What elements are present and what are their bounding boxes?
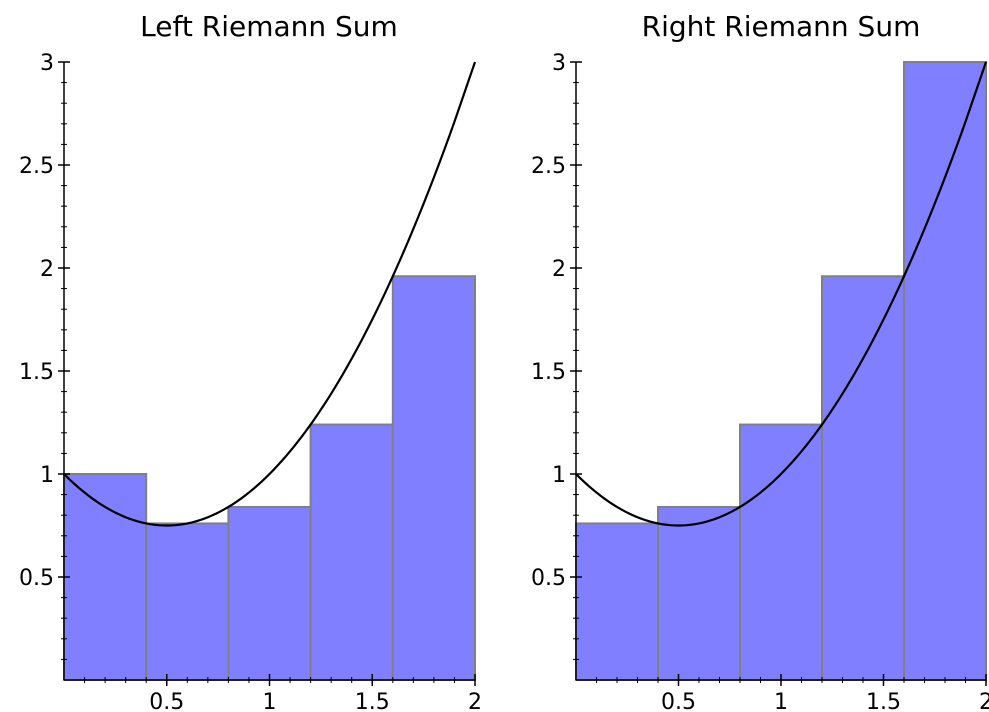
x-tick-label: 1 [263, 690, 277, 712]
x-tick-label: 2 [468, 690, 482, 712]
y-tick-label: 1 [552, 463, 566, 488]
x-tick-label: 2 [979, 690, 989, 712]
y-tick-label: 2 [40, 257, 54, 282]
y-tick-label: 1.5 [531, 360, 566, 385]
left-riemann-bar [63, 473, 148, 681]
x-tick-label: 1.5 [866, 690, 901, 712]
left-riemann-panel: Left Riemann Sum 0.5 1 1.5 2 2.5 3 0.5 1 1.5 2 [19, 10, 482, 712]
x-tick-label: 1 [774, 690, 788, 712]
x-tick-label: 0.5 [661, 690, 696, 712]
right-riemann-bar [821, 275, 905, 681]
right-riemann-panel: Right Riemann Sum 0.5 1 1.5 2 2.5 3 0.5 1 1.5 2 [531, 10, 989, 712]
y-tick-label: 3 [552, 51, 566, 76]
x-tick-label: 1.5 [355, 690, 390, 712]
left-riemann-bar [391, 275, 476, 681]
y-tick-label: 0.5 [19, 566, 54, 591]
y-tick-label: 3 [40, 51, 54, 76]
y-tick-label: 2.5 [531, 154, 566, 179]
right-riemann-bar [903, 61, 987, 681]
x-tick-label: 0.5 [149, 690, 184, 712]
y-tick-label: 0.5 [531, 566, 566, 591]
chart-title: Left Riemann Sum [140, 10, 398, 43]
y-tick-label: 1.5 [19, 360, 54, 385]
left-function-curve [63, 61, 477, 527]
y-tick-label: 2 [552, 257, 566, 282]
right-riemann-bar [739, 423, 823, 681]
left-riemann-bar [227, 505, 312, 681]
y-tick-label: 1 [40, 463, 54, 488]
y-tick-label: 2.5 [19, 154, 54, 179]
chart-title: Right Riemann Sum [642, 10, 921, 43]
right-riemann-bar [657, 505, 741, 681]
right-function-curve [575, 61, 988, 527]
right-riemann-bar [575, 522, 659, 681]
left-riemann-bar [309, 423, 394, 681]
left-riemann-bar [145, 522, 230, 681]
